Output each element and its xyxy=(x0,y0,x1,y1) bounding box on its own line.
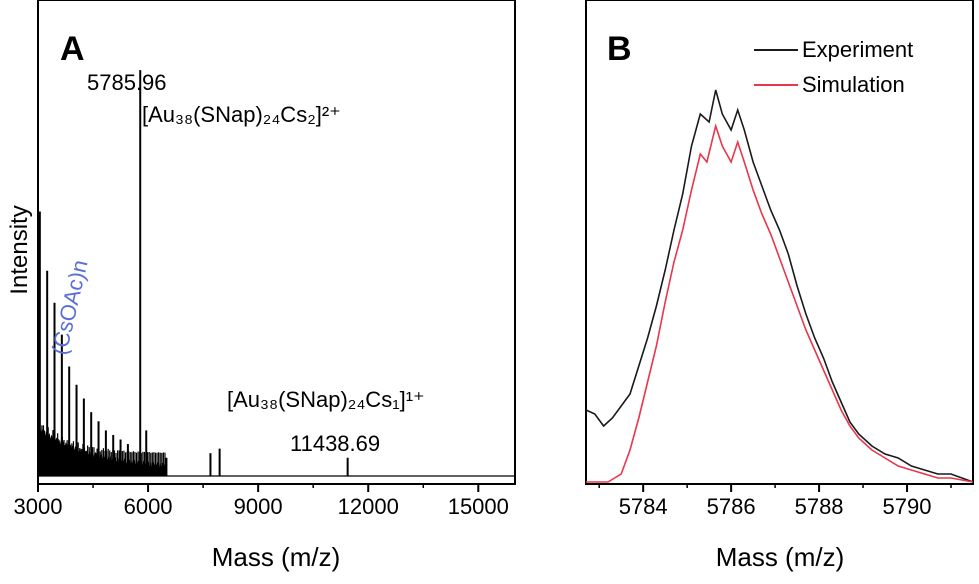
x-tick-label: 6000 xyxy=(124,494,173,519)
panel-a-ylabel: Intensity xyxy=(6,205,33,294)
panel-b-letter: B xyxy=(607,30,632,68)
x-tick-label: 9000 xyxy=(234,494,283,519)
panel-b-series xyxy=(585,89,974,483)
panel-b-xlabel: Mass (m/z) xyxy=(716,542,845,572)
panel-a-xlabel: Mass (m/z) xyxy=(212,542,341,572)
panel-b-legend: Experiment Simulation xyxy=(754,37,913,97)
x-tick-label: 3000 xyxy=(14,494,63,519)
panel-a-ticks: 3000 6000 9000 12000 15000 xyxy=(14,484,509,519)
x-tick-label: 5790 xyxy=(883,494,932,519)
x-tick-label: 15000 xyxy=(448,494,509,519)
x-tick-label: 5788 xyxy=(795,494,844,519)
peak1-value: 5785.96 xyxy=(87,70,167,95)
peak2-formula: [Au₃₈(SNap)₂₄Cs₁]¹⁺ xyxy=(227,387,425,412)
csoac-series-label: (CsOAc)n xyxy=(47,257,93,357)
legend-experiment-label: Experiment xyxy=(802,37,913,62)
panel-a-peaks xyxy=(38,70,515,477)
x-tick-label: 5784 xyxy=(619,494,668,519)
peak2-value: 11438.69 xyxy=(290,431,380,456)
peak1-formula: [Au₃₈(SNap)₂₄Cs₂]²⁺ xyxy=(142,102,341,127)
panel-b-ticks: 5784 5786 5788 5790 xyxy=(598,484,952,519)
panel-a-letter: A xyxy=(60,30,85,68)
panel-a-frame xyxy=(37,0,516,485)
series-line-experiment xyxy=(585,89,974,483)
legend-simulation-label: Simulation xyxy=(802,72,905,97)
series-line-simulation xyxy=(586,123,974,483)
panel-b-frame xyxy=(585,0,974,485)
x-tick-label: 12000 xyxy=(338,494,399,519)
x-tick-label: 5786 xyxy=(707,494,756,519)
